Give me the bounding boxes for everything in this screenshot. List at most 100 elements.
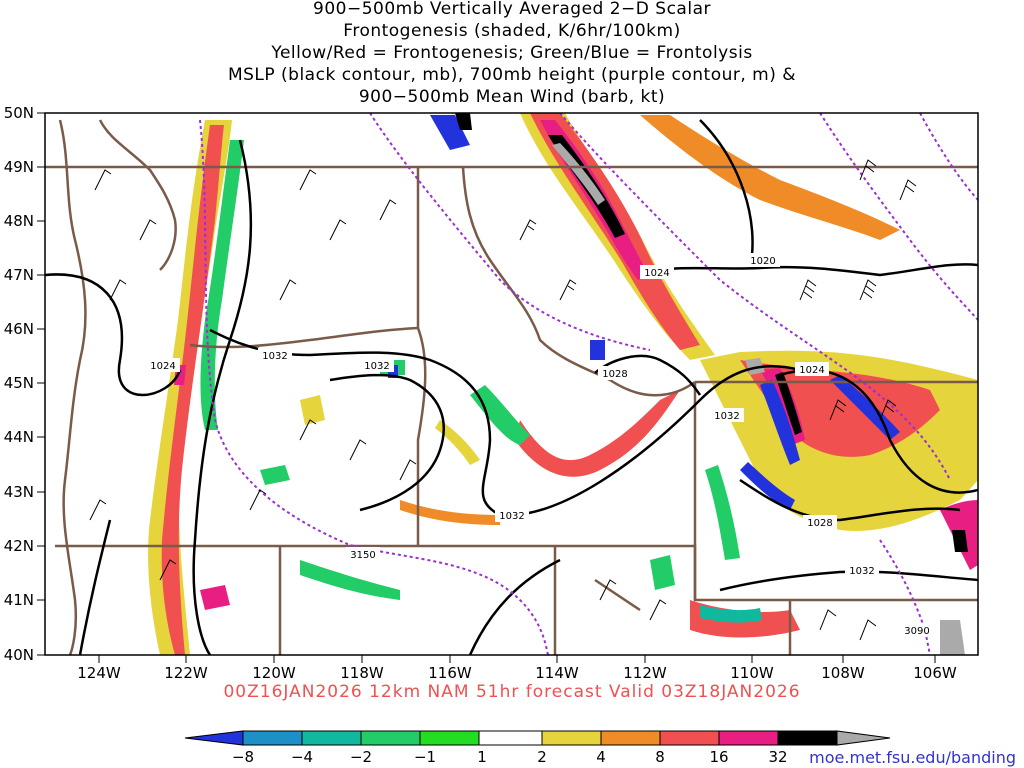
colorbar-swatch — [478, 730, 543, 746]
lon-tick-label: 124W — [77, 664, 121, 682]
mslp-1032-b — [192, 139, 253, 655]
shade-blob-4 — [590, 340, 605, 360]
mslp-label: 1032 — [849, 566, 874, 577]
lon-tick-label: 122W — [164, 664, 208, 682]
great-salt-lake — [594, 578, 641, 612]
mslp-1032-a — [209, 328, 801, 517]
shade-cascade-red — [161, 125, 224, 655]
mslp-label: 1032 — [364, 361, 389, 372]
lon-tick-label: 110W — [730, 664, 774, 682]
wind-barb — [159, 559, 177, 581]
latitude-labels: 50N 49N 48N 47N 46N 45N 44N 43N 42N 41N … — [4, 104, 34, 664]
wind-barb — [899, 179, 917, 201]
colorbar-swatch — [600, 730, 661, 746]
shade-se-gray — [940, 620, 965, 655]
colorbar-swatch — [777, 730, 838, 746]
title-line-2: Frontogenesis (shaded, K/6hr/100km) — [343, 21, 681, 41]
contour-label-group: 1024 1032 1032 1028 1032 1024 1020 1024 … — [146, 253, 934, 637]
lon-tick-label: 114W — [535, 664, 579, 682]
shade-wyoming-green — [705, 465, 740, 560]
mslp-contours — [45, 119, 978, 655]
shade-wyoming-black — [775, 372, 802, 435]
mslp-label: 1024 — [150, 361, 175, 372]
shade-blob-10 — [650, 555, 675, 590]
wind-barb — [859, 619, 877, 641]
shade-blob-1 — [200, 585, 230, 610]
lat-tick-label: 50N — [4, 104, 34, 122]
colorbar-tick-label: −2 — [350, 748, 372, 766]
colorbar-swatch — [184, 730, 244, 746]
wind-barb — [859, 279, 877, 301]
title-line-1: 900−500mb Vertically Averaged 2−D Scalar — [313, 0, 711, 19]
shade-south-idaho-red — [515, 390, 680, 477]
shade-colorado-teal — [700, 605, 762, 623]
wind-barb — [89, 499, 107, 521]
height-label: 3150 — [350, 550, 375, 561]
lon-tick-label: 106W — [913, 664, 957, 682]
lon-tick-label: 108W — [821, 664, 865, 682]
lat-tick-label: 47N — [4, 266, 34, 284]
shade-cascade-green — [200, 140, 244, 430]
colorbar: −8 −4 −2 −1 1 2 4 8 16 32 — [184, 730, 891, 766]
wind-barb — [139, 219, 157, 241]
lat-tick-label: 41N — [4, 591, 34, 609]
or-id-border — [416, 327, 427, 546]
wind-barb — [879, 399, 897, 421]
colorbar-tick-label: 8 — [655, 748, 665, 766]
mslp-label: 1028 — [602, 369, 627, 380]
id-mt-border — [461, 166, 696, 397]
mslp-s — [468, 558, 561, 655]
wind-barb — [399, 459, 417, 481]
wind-barb — [649, 599, 667, 621]
mslp-1028 — [594, 354, 702, 396]
colorbar-tick-label: 32 — [768, 748, 787, 766]
colorbar-tick-label: −8 — [232, 748, 254, 766]
wind-barb — [599, 579, 617, 601]
colorbar-tick-label: −4 — [291, 748, 313, 766]
frontogenesis-shading — [148, 113, 978, 655]
shade-se-black — [952, 530, 968, 552]
colorbar-tick-label: 2 — [537, 748, 547, 766]
colorbar-tick-label: 4 — [596, 748, 606, 766]
colorbar-swatch — [242, 730, 303, 746]
lat-tick-label: 40N — [4, 646, 34, 664]
colorbar-swatch — [659, 730, 720, 746]
title-line-3: Yellow/Red = Frontogenesis; Green/Blue =… — [271, 43, 753, 63]
pacific-coastline — [58, 119, 87, 655]
wind-barb — [859, 159, 877, 181]
mslp-label: 1032 — [262, 351, 287, 362]
shade-blob-5 — [300, 560, 400, 600]
height-contour-2 — [369, 113, 651, 351]
height-3150 — [199, 119, 549, 655]
title-line-5: 900−500mb Mean Wind (barb, kt) — [358, 87, 666, 107]
lon-tick-label: 118W — [340, 664, 384, 682]
lat-tick-label: 44N — [4, 428, 34, 446]
shade-wyoming-gray — [745, 358, 765, 375]
shade-blob-7 — [435, 420, 480, 465]
shade-ne-montana-orange — [640, 115, 900, 240]
lat-tick-label: 46N — [4, 320, 34, 338]
wind-barb — [379, 199, 397, 221]
colorbar-swatch — [419, 730, 480, 746]
lat-tick-label: 48N — [4, 212, 34, 230]
longitude-axis — [98, 655, 936, 663]
colorbar-swatch — [718, 730, 779, 746]
mslp-1032-south — [719, 570, 978, 592]
colorbar-swatch — [541, 730, 602, 746]
colorbar-tick-label: −1 — [414, 748, 436, 766]
shade-blob-6 — [400, 500, 500, 525]
latitude-axis — [37, 112, 45, 656]
shade-wyoming-blue-3 — [740, 462, 795, 510]
height-label: 3090 — [904, 626, 929, 637]
shade-idaho-black — [455, 113, 472, 130]
wind-barb — [829, 399, 847, 421]
lon-tick-label: 116W — [428, 664, 472, 682]
lat-tick-label: 45N — [4, 374, 34, 392]
puget-sound — [98, 119, 177, 271]
lon-tick-label: 112W — [623, 664, 667, 682]
colorbar-swatch — [836, 730, 891, 746]
mslp-label: 1020 — [750, 256, 775, 267]
wind-barb — [349, 439, 367, 461]
lon-tick-label: 120W — [252, 664, 296, 682]
title-line-4: MSLP (black contour, mb), 700mb height (… — [227, 65, 797, 85]
